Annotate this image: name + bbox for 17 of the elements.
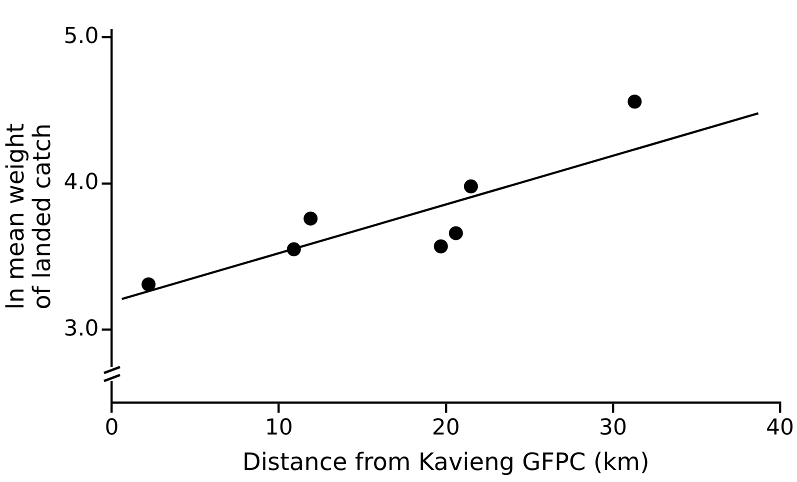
point [434, 239, 448, 254]
x-tick-label: 30 [598, 416, 627, 441]
point [448, 226, 463, 240]
x-tick-label: 40 [766, 416, 794, 441]
y-axis-title: ln mean weight of landed catch [1, 123, 56, 310]
x-axis-title: Distance from Kavieng GFPC (km) [242, 448, 650, 476]
x-tick-label: 10 [264, 416, 293, 441]
y-tick-label: 3.0 [64, 316, 99, 342]
point [628, 94, 642, 109]
point [142, 277, 156, 292]
point [464, 179, 478, 194]
y-tick-label: 4.0 [64, 170, 99, 196]
y-tick-label: 5.0 [64, 24, 99, 50]
point [286, 242, 301, 256]
point [304, 212, 318, 226]
x-tick-label: 20 [432, 416, 460, 441]
x-tick-label: 0 [104, 416, 119, 441]
